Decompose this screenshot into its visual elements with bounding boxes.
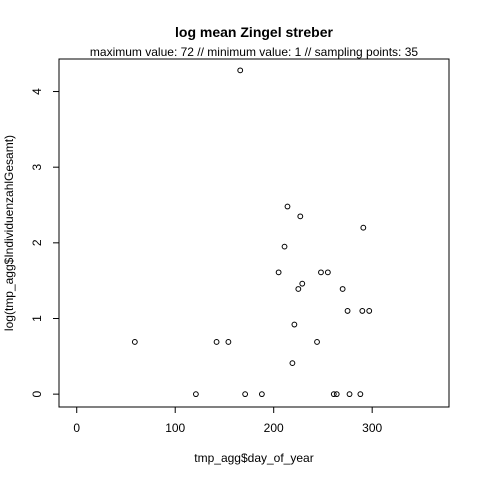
data-point xyxy=(284,203,291,210)
data-point xyxy=(213,339,220,345)
data-point xyxy=(314,339,320,345)
data-point xyxy=(318,269,324,276)
data-point xyxy=(291,321,298,328)
data-point xyxy=(359,308,366,314)
data-point xyxy=(297,213,304,220)
data-point xyxy=(346,391,353,398)
data-point xyxy=(333,391,340,398)
data-point xyxy=(324,269,331,276)
data-point xyxy=(360,224,367,231)
data-point xyxy=(330,391,337,398)
y-axis-label: log(tmp_agg$IndividuenzahlGesamt) xyxy=(2,135,16,331)
y-tick-label: 2 xyxy=(30,239,44,246)
chart-title: log mean Zingel streber xyxy=(175,24,333,40)
x-tick-label: 200 xyxy=(264,421,284,435)
x-axis-label: tmp_agg$day_of_year xyxy=(194,451,313,465)
y-tick-label: 4 xyxy=(30,88,44,95)
data-point xyxy=(289,360,296,367)
x-tick-label: 300 xyxy=(362,421,382,435)
data-point xyxy=(225,339,232,345)
data-point xyxy=(131,339,138,345)
data-point xyxy=(339,286,346,292)
data-point xyxy=(366,308,373,314)
data-point xyxy=(192,391,199,398)
y-axis: 0 1 2 3 4 xyxy=(30,88,60,397)
data-point xyxy=(242,391,249,398)
x-tick-label: 100 xyxy=(165,421,185,435)
data-point xyxy=(258,391,265,398)
data-point xyxy=(344,308,351,314)
data-point xyxy=(295,286,302,292)
data-point xyxy=(275,269,282,276)
data-point xyxy=(299,280,306,287)
y-tick-label: 0 xyxy=(30,390,44,397)
y-tick-label: 3 xyxy=(30,164,44,171)
data-point xyxy=(281,243,288,250)
x-axis: 0 100 200 300 xyxy=(73,406,383,435)
chart-subtitle: maximum value: 72 // minimum value: 1 //… xyxy=(90,45,418,59)
data-point xyxy=(237,67,244,74)
x-tick-label: 0 xyxy=(73,421,80,435)
data-point xyxy=(357,391,364,398)
data-points xyxy=(131,67,373,398)
y-tick-label: 1 xyxy=(30,315,44,322)
